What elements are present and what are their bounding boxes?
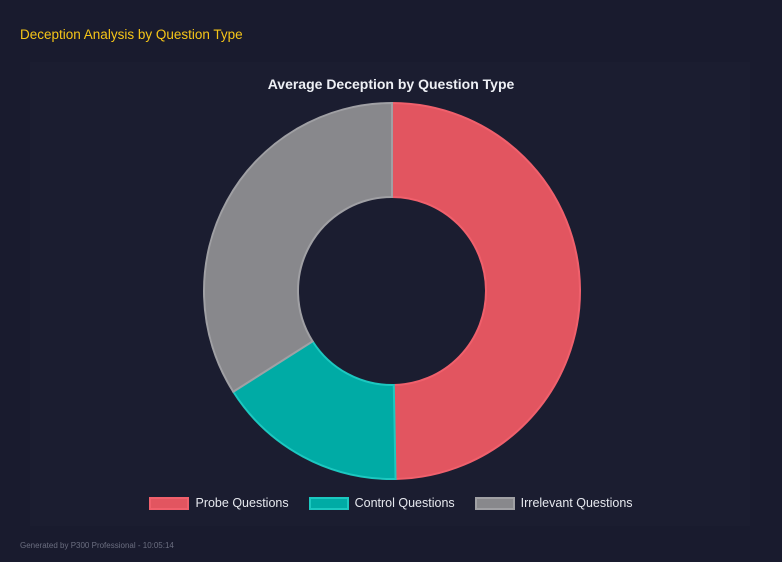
footer-text: Generated by P300 Professional - 10:05:1… <box>20 541 174 550</box>
legend-label: Probe Questions <box>195 496 289 510</box>
legend-label: Control Questions <box>354 496 455 510</box>
legend-swatch <box>474 496 515 510</box>
legend-item-control[interactable]: Control Questions <box>308 496 455 510</box>
legend-item-irrelevant[interactable]: Irrelevant Questions <box>474 496 633 510</box>
legend: Probe Questions Control Questions Irrele… <box>0 496 782 510</box>
page-heading: Deception Analysis by Question Type <box>20 27 243 42</box>
legend-label: Irrelevant Questions <box>520 496 633 510</box>
donut-slice-irrelevant-questions[interactable] <box>203 101 393 394</box>
chart-title: Average Deception by Question Type <box>267 76 515 92</box>
legend-swatch <box>308 496 349 510</box>
donut-slice-probe-questions[interactable] <box>391 101 582 480</box>
legend-item-probe[interactable]: Probe Questions <box>149 496 289 510</box>
legend-swatch <box>149 496 190 510</box>
donut-slice-control-questions[interactable] <box>231 339 397 480</box>
